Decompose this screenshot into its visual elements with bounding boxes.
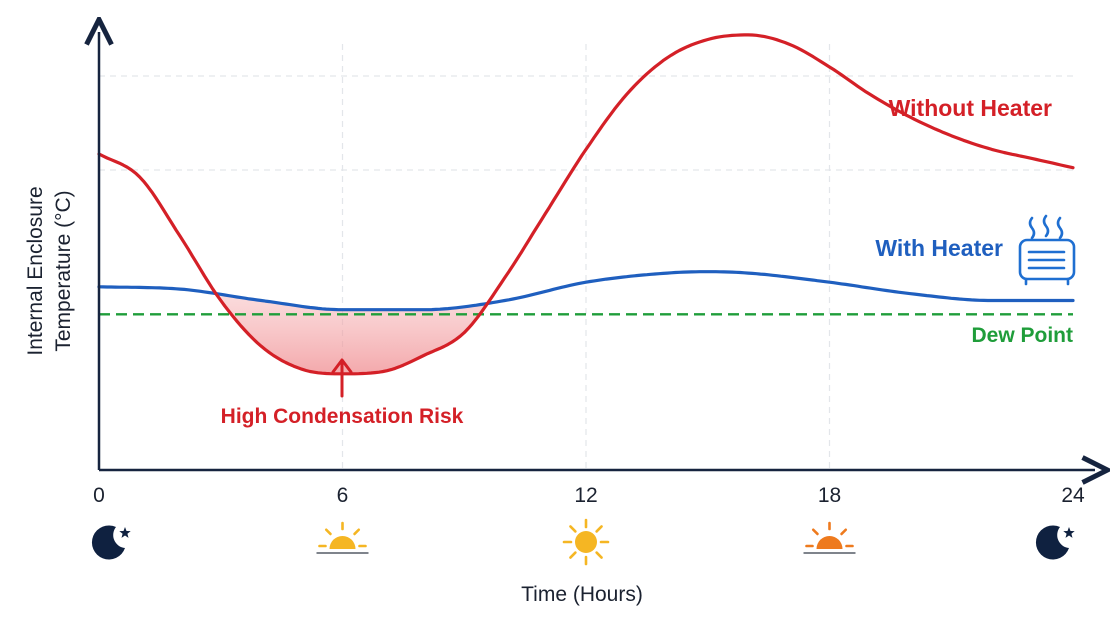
svg-text:Temperature (°C): Temperature (°C) <box>52 190 75 351</box>
x-tick-label: 6 <box>337 484 349 507</box>
time-of-day-icons <box>91 518 1075 566</box>
condensation-risk-label: High Condensation Risk <box>221 405 464 428</box>
series-lines <box>97 33 1075 376</box>
x-tick-label: 12 <box>574 484 597 507</box>
legend-dew-point: Dew Point <box>971 324 1073 347</box>
heater-icon <box>1018 214 1076 286</box>
moon-icon <box>91 525 131 560</box>
condensation-arrow <box>331 358 353 398</box>
condensation-risk-fill <box>215 293 488 374</box>
x-axis-title: Time (Hours) <box>521 583 643 606</box>
grid-lines <box>99 44 1073 470</box>
with-heater-line <box>97 270 1075 312</box>
sunrise-icon <box>316 521 369 554</box>
sun-icon <box>562 518 610 566</box>
moon-icon <box>1035 525 1075 560</box>
x-tick-label: 0 <box>93 484 105 507</box>
x-tick-label: 24 <box>1061 484 1085 507</box>
condensation-risk-area <box>215 293 488 374</box>
legend-without-heater: Without Heater <box>889 95 1052 121</box>
legend-with-heater: With Heater <box>875 235 1003 261</box>
x-tick-labels: 0 6 12 18 24 <box>93 484 1085 507</box>
y-axis-title: Internal Enclosure Temperature (°C) <box>24 186 75 355</box>
without-heater-line <box>97 33 1075 376</box>
sunset-icon <box>803 521 856 554</box>
svg-text:Internal Enclosure: Internal Enclosure <box>24 186 47 355</box>
x-tick-label: 18 <box>818 484 841 507</box>
